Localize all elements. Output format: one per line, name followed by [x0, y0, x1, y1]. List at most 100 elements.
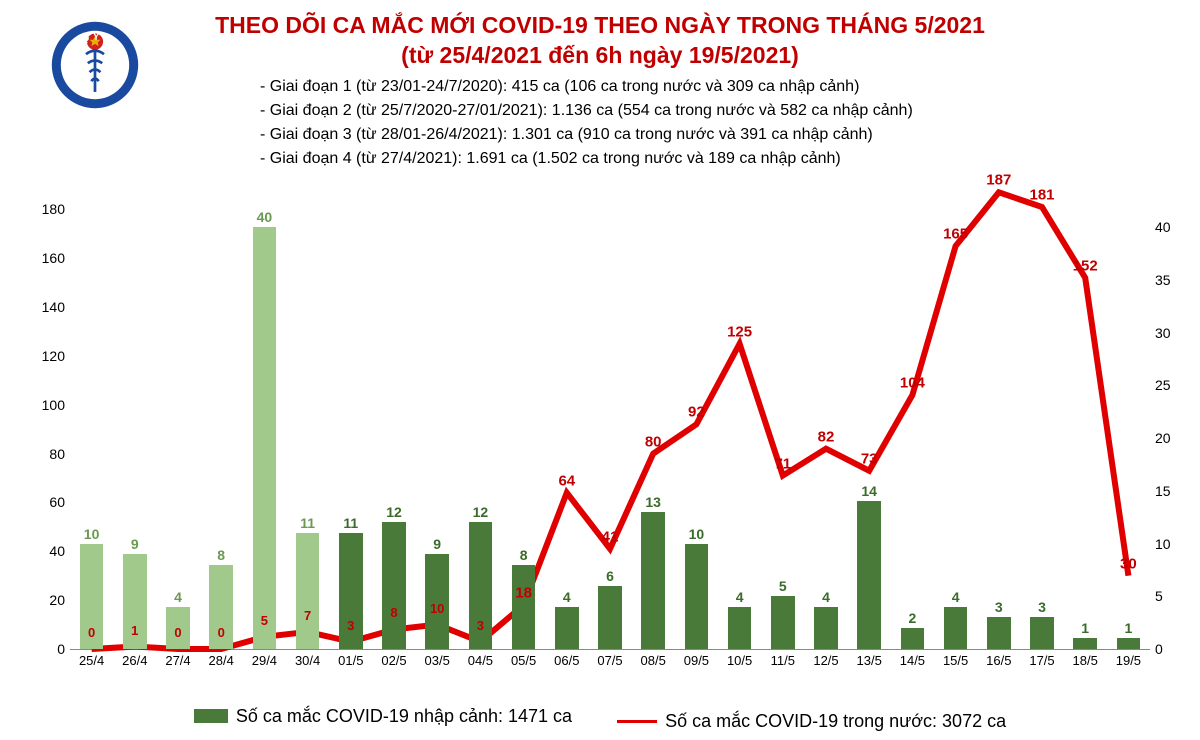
- bar-value-label: 6: [606, 568, 614, 586]
- bar: 4: [728, 607, 752, 649]
- line-value-label: 92: [688, 404, 705, 421]
- line-value-label: 165: [943, 226, 968, 243]
- line-value-label: 80: [645, 433, 662, 450]
- legend-swatch-bar: [194, 709, 228, 723]
- bar-value-label: 1: [1124, 620, 1132, 638]
- x-axis-label: 30/4: [295, 649, 320, 668]
- x-axis-label: 11/5: [771, 649, 795, 668]
- x-axis-label: 06/5: [554, 649, 579, 668]
- line-value-label: 104: [900, 375, 925, 392]
- x-axis-label: 01/5: [338, 649, 363, 668]
- legend-item-line: Số ca mắc COVID-19 trong nước: 3072 ca: [617, 711, 1006, 732]
- y-right-tick: 30: [1155, 325, 1190, 341]
- bar: 14: [857, 501, 881, 649]
- line-value-label: 8: [390, 605, 397, 620]
- chart-legend: Số ca mắc COVID-19 nhập cảnh: 1471 ca Số…: [0, 706, 1200, 733]
- line-value-label: 0: [218, 625, 225, 640]
- x-axis-label: 19/5: [1116, 649, 1141, 668]
- legend-line-text: Số ca mắc COVID-19 trong nước: 3072 ca: [665, 711, 1006, 732]
- bar: 4: [944, 607, 968, 649]
- y-right-tick: 10: [1155, 536, 1190, 552]
- bar-value-label: 3: [1038, 599, 1046, 617]
- line-value-label: 41: [602, 528, 619, 545]
- bar: 10: [685, 544, 709, 649]
- y-left-tick: 20: [30, 592, 65, 608]
- bar-value-label: 14: [861, 483, 877, 501]
- note-line: - Giai đoạn 1 (từ 23/01-24/7/2020): 415 …: [260, 75, 913, 99]
- line-value-label: 64: [558, 472, 575, 489]
- bar: 5: [771, 596, 795, 649]
- line-value-label: 73: [861, 450, 878, 467]
- line-value-label: 10: [430, 601, 444, 616]
- line-value-label: 82: [818, 428, 835, 445]
- y-right-tick: 40: [1155, 219, 1190, 235]
- bar-value-label: 2: [908, 610, 916, 628]
- x-axis-label: 02/5: [381, 649, 406, 668]
- line-value-label: 18: [515, 585, 532, 602]
- line-value-label: 7: [304, 608, 311, 623]
- y-left-tick: 160: [30, 250, 65, 266]
- bar: 11: [296, 533, 320, 649]
- bar-value-label: 12: [473, 504, 489, 522]
- y-left-tick: 60: [30, 494, 65, 510]
- x-axis-label: 12/5: [813, 649, 838, 668]
- plot-region: 0204060801001201401601800510152025303540…: [70, 185, 1150, 650]
- bar: 13: [641, 512, 665, 649]
- note-line: - Giai đoạn 2 (từ 25/7/2020-27/01/2021):…: [260, 99, 913, 123]
- bar-value-label: 4: [736, 589, 744, 607]
- bar-value-label: 12: [386, 504, 402, 522]
- y-left-tick: 140: [30, 299, 65, 315]
- bar: 1: [1073, 638, 1097, 649]
- bar-value-label: 4: [563, 589, 571, 607]
- x-axis-label: 26/4: [122, 649, 147, 668]
- y-right-tick: 0: [1155, 641, 1190, 657]
- y-left-tick: 80: [30, 446, 65, 462]
- chart-container: BỘ Y TẾ MINISTRY OF HEALTH THEO DÕI CA M…: [0, 0, 1200, 740]
- y-right-tick: 5: [1155, 588, 1190, 604]
- x-axis-label: 03/5: [425, 649, 450, 668]
- x-axis-label: 13/5: [857, 649, 882, 668]
- y-right-tick: 20: [1155, 430, 1190, 446]
- line-value-label: 71: [774, 455, 791, 472]
- chart-area: 0204060801001201401601800510152025303540…: [70, 185, 1150, 680]
- line-value-label: 5: [261, 613, 268, 628]
- y-left-tick: 120: [30, 348, 65, 364]
- bar-value-label: 3: [995, 599, 1003, 617]
- note-line: - Giai đoạn 3 (từ 28/01-26/4/2021): 1.30…: [260, 123, 913, 147]
- line-value-label: 0: [174, 625, 181, 640]
- chart-title-line1: THEO DÕI CA MẮC MỚI COVID-19 THEO NGÀY T…: [0, 12, 1200, 39]
- line-value-label: 0: [88, 625, 95, 640]
- x-axis-label: 09/5: [684, 649, 709, 668]
- y-left-tick: 180: [30, 201, 65, 217]
- bar-value-label: 8: [217, 547, 225, 565]
- bar-value-label: 4: [952, 589, 960, 607]
- bar-value-label: 5: [779, 578, 787, 596]
- bar: 8: [512, 565, 536, 649]
- bar: 6: [598, 586, 622, 649]
- y-right-tick: 35: [1155, 272, 1190, 288]
- bar-value-label: 1: [1081, 620, 1089, 638]
- x-axis-label: 29/4: [252, 649, 277, 668]
- x-axis-label: 05/5: [511, 649, 536, 668]
- x-axis-label: 16/5: [986, 649, 1011, 668]
- bar-value-label: 11: [300, 515, 315, 533]
- bar-value-label: 8: [520, 547, 528, 565]
- line-value-label: 187: [986, 172, 1011, 189]
- bar: 1: [1117, 638, 1141, 649]
- bar-value-label: 9: [433, 536, 441, 554]
- x-axis-label: 04/5: [468, 649, 493, 668]
- bar: 12: [382, 522, 406, 649]
- line-value-label: 125: [727, 323, 752, 340]
- bar-value-label: 9: [131, 536, 139, 554]
- line-value-label: 30: [1120, 555, 1137, 572]
- bar-value-label: 11: [343, 515, 358, 533]
- bar-value-label: 40: [257, 209, 273, 227]
- line-value-label: 1: [131, 623, 138, 638]
- bar-value-label: 4: [174, 589, 182, 607]
- bar: 2: [901, 628, 925, 649]
- bar-value-label: 10: [689, 526, 705, 544]
- bar: 4: [814, 607, 838, 649]
- bar-value-label: 13: [645, 494, 661, 512]
- bar-value-label: 10: [84, 526, 100, 544]
- line-value-label: 152: [1073, 257, 1098, 274]
